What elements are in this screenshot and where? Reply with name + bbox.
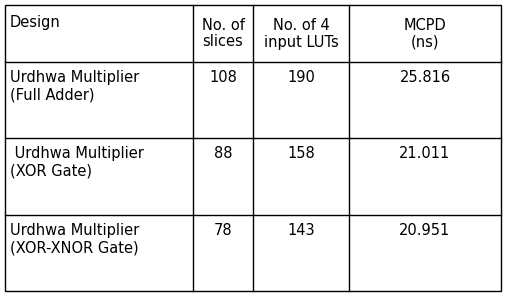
Text: (Full Adder): (Full Adder)	[10, 88, 94, 102]
Text: (XOR-XNOR Gate): (XOR-XNOR Gate)	[10, 240, 138, 255]
Text: (ns): (ns)	[410, 35, 438, 49]
Text: Design: Design	[10, 15, 61, 30]
Text: 25.816: 25.816	[398, 70, 449, 85]
Text: No. of 4: No. of 4	[272, 17, 329, 33]
Text: (XOR Gate): (XOR Gate)	[10, 164, 92, 179]
Text: 108: 108	[209, 70, 236, 85]
Text: slices: slices	[202, 35, 243, 49]
Text: 20.951: 20.951	[398, 223, 450, 238]
Text: MCPD: MCPD	[403, 17, 445, 33]
Text: 88: 88	[213, 146, 232, 161]
Text: Urdhwa Multiplier: Urdhwa Multiplier	[10, 70, 139, 85]
Text: 143: 143	[287, 223, 314, 238]
Text: 158: 158	[286, 146, 314, 161]
Text: 190: 190	[286, 70, 314, 85]
Text: Urdhwa Multiplier: Urdhwa Multiplier	[10, 146, 143, 161]
Text: Urdhwa Multiplier: Urdhwa Multiplier	[10, 223, 139, 238]
Text: 21.011: 21.011	[398, 146, 450, 161]
Text: input LUTs: input LUTs	[263, 35, 338, 49]
Text: No. of: No. of	[201, 17, 244, 33]
Text: 78: 78	[213, 223, 232, 238]
